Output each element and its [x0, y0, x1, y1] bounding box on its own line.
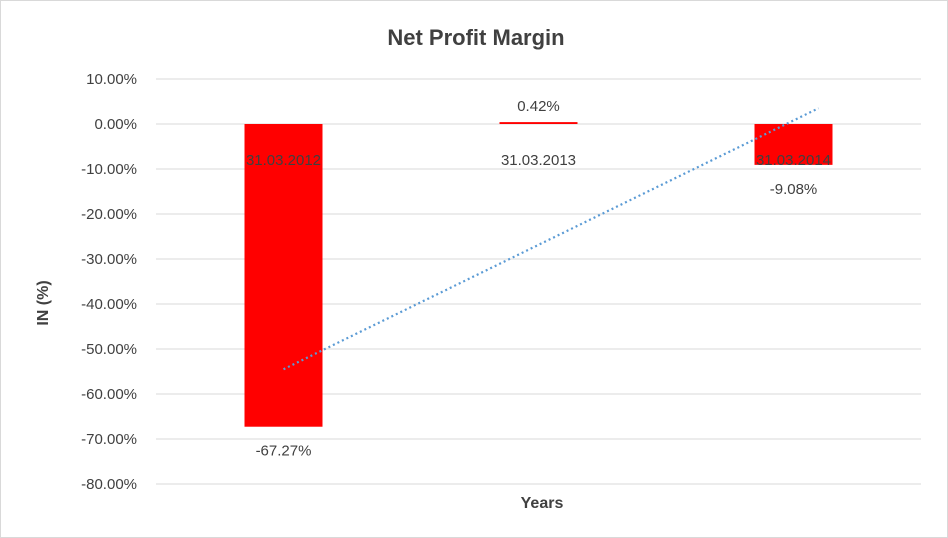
bars: [244, 122, 833, 427]
category-labels: 31.03.2012 31.03.2013 31.03.2014: [246, 152, 831, 169]
category-label: 31.03.2014: [756, 152, 831, 169]
bar-31.03.2012: [244, 124, 323, 427]
trendline-layer: [283, 107, 819, 371]
data-labels: -67.27% 0.42% -9.08%: [256, 98, 818, 460]
bar-31.03.2014: [754, 124, 833, 165]
y-axis-title: IN (%): [35, 280, 52, 325]
y-tick-label: -60.00%: [81, 386, 137, 403]
trendline: [283, 107, 819, 371]
y-tick-label: -10.00%: [81, 161, 137, 178]
chart-title: Net Profit Margin: [387, 25, 564, 50]
category-label: 31.03.2013: [501, 152, 576, 169]
y-tick-label: 10.00%: [86, 71, 137, 88]
y-tick-label: -50.00%: [81, 341, 137, 358]
data-label: -67.27%: [256, 443, 312, 460]
y-tick-label: 0.00%: [94, 116, 137, 133]
category-label: 31.03.2012: [246, 152, 321, 169]
y-tick-label: -80.00%: [81, 476, 137, 493]
bar-31.03.2013: [499, 122, 578, 124]
y-tick-label: -20.00%: [81, 206, 137, 223]
y-axis-ticks: 10.00% 0.00% -10.00% -20.00% -30.00% -40.00% -…: [81, 71, 137, 493]
x-axis-title: Years: [521, 495, 564, 512]
y-tick-label: -40.00%: [81, 296, 137, 313]
y-tick-label: -70.00%: [81, 431, 137, 448]
data-label: -9.08%: [770, 181, 818, 198]
y-tick-label: -30.00%: [81, 251, 137, 268]
data-label: 0.42%: [517, 98, 560, 115]
